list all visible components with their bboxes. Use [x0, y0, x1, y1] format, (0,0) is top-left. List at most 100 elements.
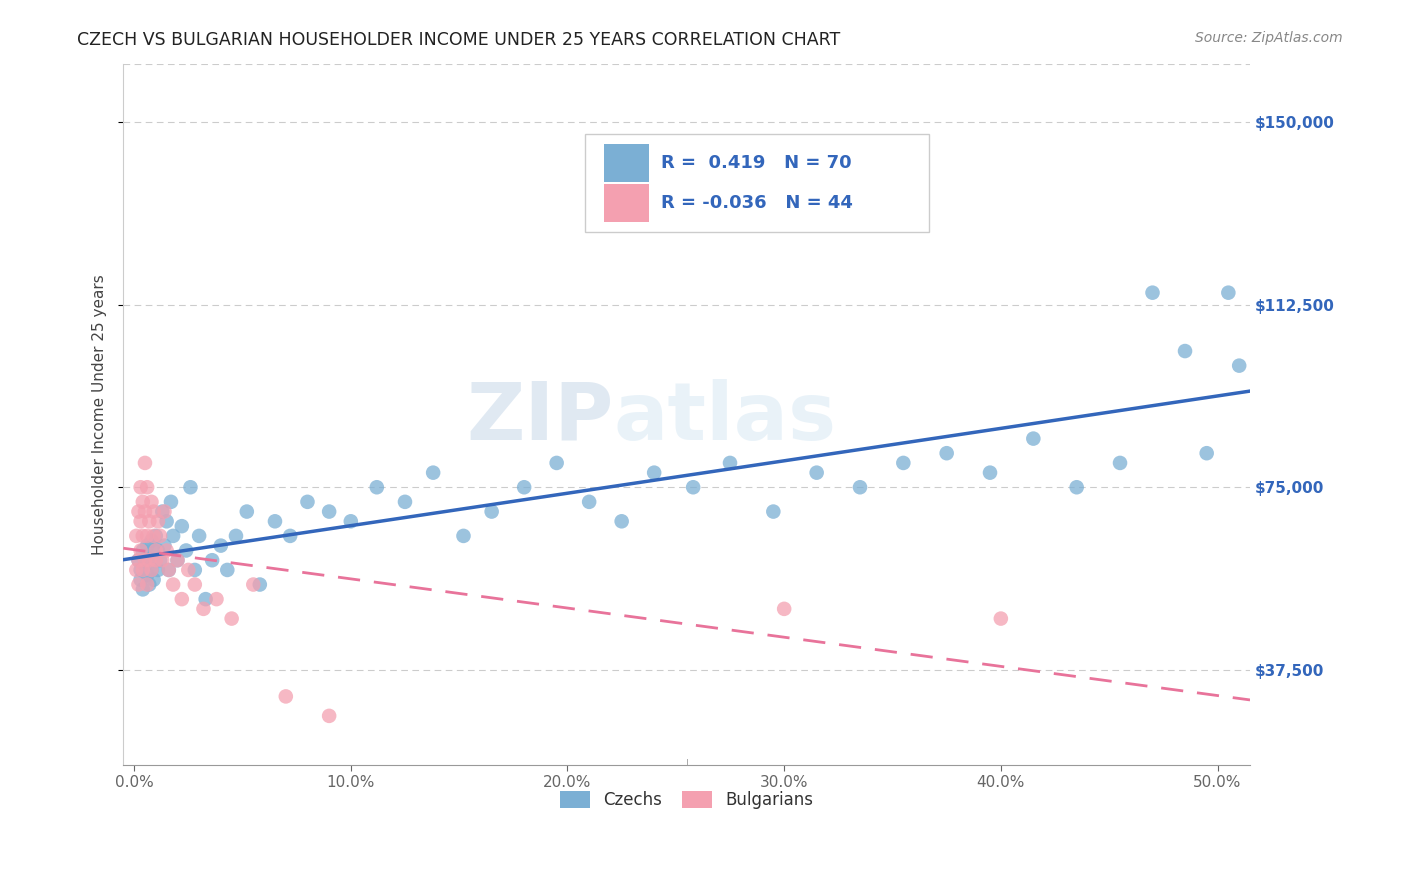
Point [138, 577, 160, 591]
Point [762, 505, 785, 519]
Point [170, 519, 193, 533]
Point [125, 529, 148, 543]
Point [184, 563, 207, 577]
Point [162, 529, 184, 543]
Point [174, 543, 197, 558]
Point [340, 514, 363, 528]
Bar [605, 184, 650, 222]
Point [166, 553, 188, 567]
Point [129, 514, 152, 528]
Point [146, 563, 169, 577]
Point [1066, 480, 1088, 494]
Point [145, 529, 167, 543]
Point [142, 529, 165, 543]
Text: Source: ZipAtlas.com: Source: ZipAtlas.com [1195, 31, 1343, 45]
Text: CZECH VS BULGARIAN HOUSEHOLDER INCOME UNDER 25 YEARS CORRELATION CHART: CZECH VS BULGARIAN HOUSEHOLDER INCOME UN… [77, 31, 841, 49]
Point [153, 505, 176, 519]
Point [205, 592, 228, 607]
Point [718, 456, 741, 470]
Point [979, 466, 1001, 480]
Point [132, 563, 155, 577]
Point [990, 611, 1012, 625]
Text: ZIP: ZIP [467, 379, 613, 457]
Point [145, 553, 167, 567]
Text: R =  0.419   N = 70: R = 0.419 N = 70 [661, 154, 852, 172]
Point [142, 543, 165, 558]
Point [129, 563, 152, 577]
Point [136, 480, 159, 494]
Point [1142, 285, 1164, 300]
Point [773, 602, 796, 616]
Point [179, 480, 201, 494]
Point [160, 495, 183, 509]
Point [274, 690, 297, 704]
Point [134, 558, 156, 572]
Point [422, 466, 444, 480]
Point [145, 543, 167, 558]
Point [546, 456, 568, 470]
Point [149, 529, 172, 543]
Point [132, 543, 155, 558]
Point [264, 514, 287, 528]
Point [127, 553, 149, 567]
Point [157, 563, 180, 577]
Point [193, 602, 215, 616]
Point [141, 563, 163, 577]
Point [141, 563, 163, 577]
Point [194, 592, 217, 607]
Point [145, 553, 167, 567]
Point [236, 505, 259, 519]
Point [188, 529, 211, 543]
Point [481, 505, 503, 519]
Point [134, 456, 156, 470]
FancyBboxPatch shape [585, 134, 929, 232]
Point [134, 553, 156, 567]
Point [184, 577, 207, 591]
Point [1195, 446, 1218, 460]
Point [201, 553, 224, 567]
Point [125, 563, 148, 577]
Point [136, 577, 159, 591]
Point [156, 543, 179, 558]
Point [297, 495, 319, 509]
Point [225, 529, 247, 543]
Point [129, 573, 152, 587]
Point [141, 495, 163, 509]
Point [142, 573, 165, 587]
Point [1174, 344, 1197, 359]
Point [513, 480, 536, 494]
Point [129, 543, 152, 558]
Point [153, 539, 176, 553]
Point [935, 446, 957, 460]
Point [156, 514, 179, 528]
Point [149, 553, 172, 567]
Point [170, 592, 193, 607]
Point [127, 577, 149, 591]
Point [162, 577, 184, 591]
Point [138, 553, 160, 567]
Point [891, 456, 914, 470]
Point [132, 529, 155, 543]
Point [157, 563, 180, 577]
Point [221, 611, 243, 625]
Legend: Czechs, Bulgarians: Czechs, Bulgarians [553, 784, 820, 815]
Point [1022, 432, 1045, 446]
Point [1109, 456, 1132, 470]
Point [682, 480, 704, 494]
Point [166, 553, 188, 567]
Point [127, 505, 149, 519]
Point [278, 529, 301, 543]
Point [610, 514, 633, 528]
Point [1227, 359, 1250, 373]
Point [209, 539, 232, 553]
Point [138, 514, 160, 528]
Point [146, 514, 169, 528]
Point [806, 466, 828, 480]
Text: R = -0.036   N = 44: R = -0.036 N = 44 [661, 194, 852, 212]
Point [1218, 285, 1240, 300]
Point [150, 553, 173, 567]
Point [134, 549, 156, 563]
Point [132, 495, 155, 509]
Point [394, 495, 416, 509]
Point [132, 582, 155, 597]
